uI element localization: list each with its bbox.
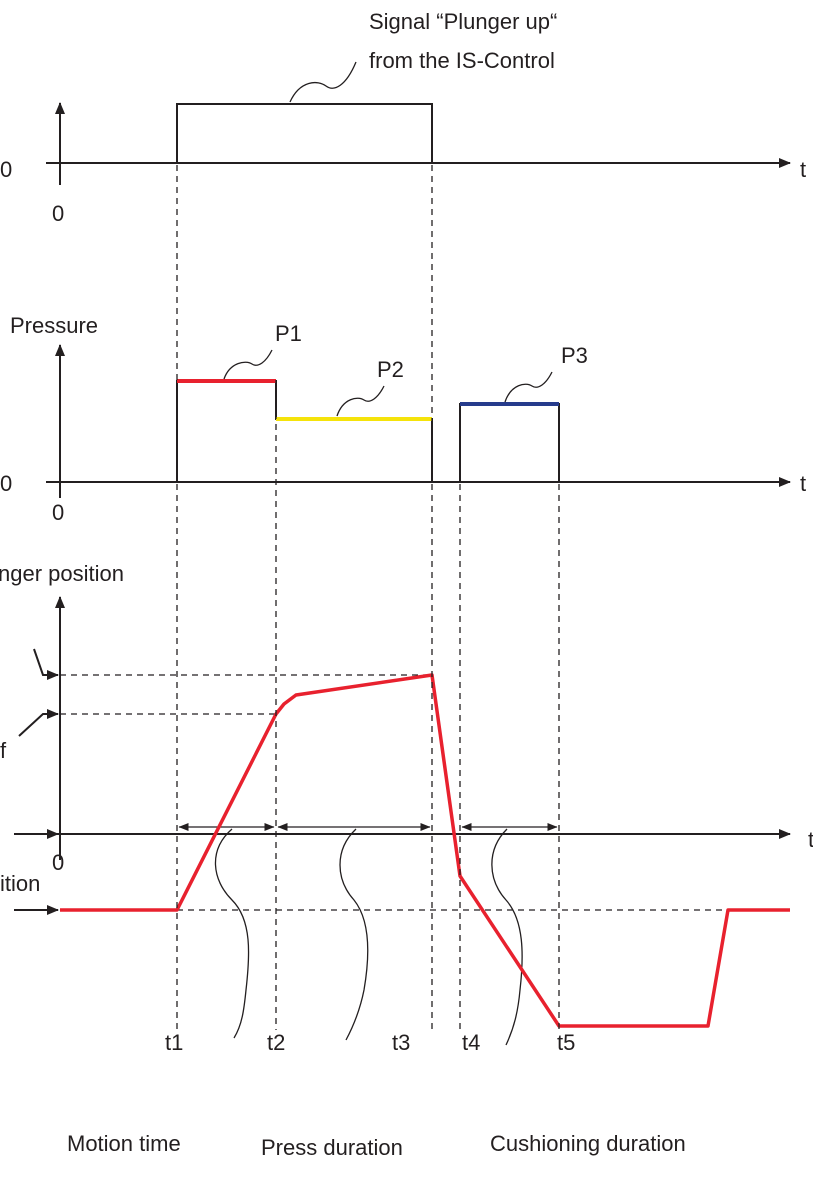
- p3-leader: [504, 371, 553, 403]
- p2-label: P2: [377, 357, 404, 382]
- pressure-x-zero: 0: [52, 500, 64, 525]
- p1-label: P1: [275, 321, 302, 346]
- pressure-profile: [176, 380, 433, 482]
- signal-annotation-line1: Signal “Plunger up“: [369, 9, 557, 34]
- time-tick-t2: t2: [267, 1030, 285, 1055]
- position-chart: nger position f ition 0 t t1 t2 t3 t4 t5…: [0, 561, 813, 1160]
- second-level-marker: [18, 709, 59, 737]
- pressure-profile-p3: [459, 403, 560, 482]
- time-tick-t4: t4: [462, 1030, 480, 1055]
- time-tick-t5: t5: [557, 1030, 575, 1055]
- upper-level-marker: [33, 648, 59, 680]
- signal-annotation-line2: from the IS-Control: [369, 48, 555, 73]
- signal-annotation-leader: [289, 61, 357, 103]
- left-label-ition: ition: [0, 871, 40, 896]
- plunger-position-curve: [60, 673, 790, 1028]
- pressure-chart: P1 P2 P3 Pressure 0 0 t: [0, 313, 806, 525]
- position-x-zero: 0: [52, 850, 64, 875]
- pressure-x-axis-label: t: [800, 471, 806, 496]
- time-tick-t1: t1: [165, 1030, 183, 1055]
- position-x-axis-label: t: [808, 827, 813, 852]
- pressure-y-zero: 0: [0, 471, 12, 496]
- p2-leader: [336, 385, 385, 417]
- plunger-up-signal: [176, 103, 433, 163]
- p3-label: P3: [561, 343, 588, 368]
- press-duration-label: Press duration: [261, 1135, 403, 1160]
- time-tick-t3: t3: [392, 1030, 410, 1055]
- position-y-label: nger position: [0, 561, 124, 586]
- pressure-y-label: Pressure: [10, 313, 98, 338]
- p1-leader: [223, 349, 273, 380]
- left-label-f: f: [0, 738, 7, 763]
- time-markers: [176, 165, 560, 1030]
- signal-y-zero: 0: [0, 157, 12, 182]
- signal-x-axis-label: t: [800, 157, 806, 182]
- press-duration-leader: [339, 828, 369, 1041]
- signal-chart: Signal “Plunger up“ from the IS-Control …: [0, 9, 806, 226]
- cushioning-duration-leader: [491, 828, 523, 1046]
- motion-time-leader: [214, 828, 250, 1039]
- signal-x-zero: 0: [52, 201, 64, 226]
- motion-time-label: Motion time: [67, 1131, 181, 1156]
- cushioning-duration-label: Cushioning duration: [490, 1131, 686, 1156]
